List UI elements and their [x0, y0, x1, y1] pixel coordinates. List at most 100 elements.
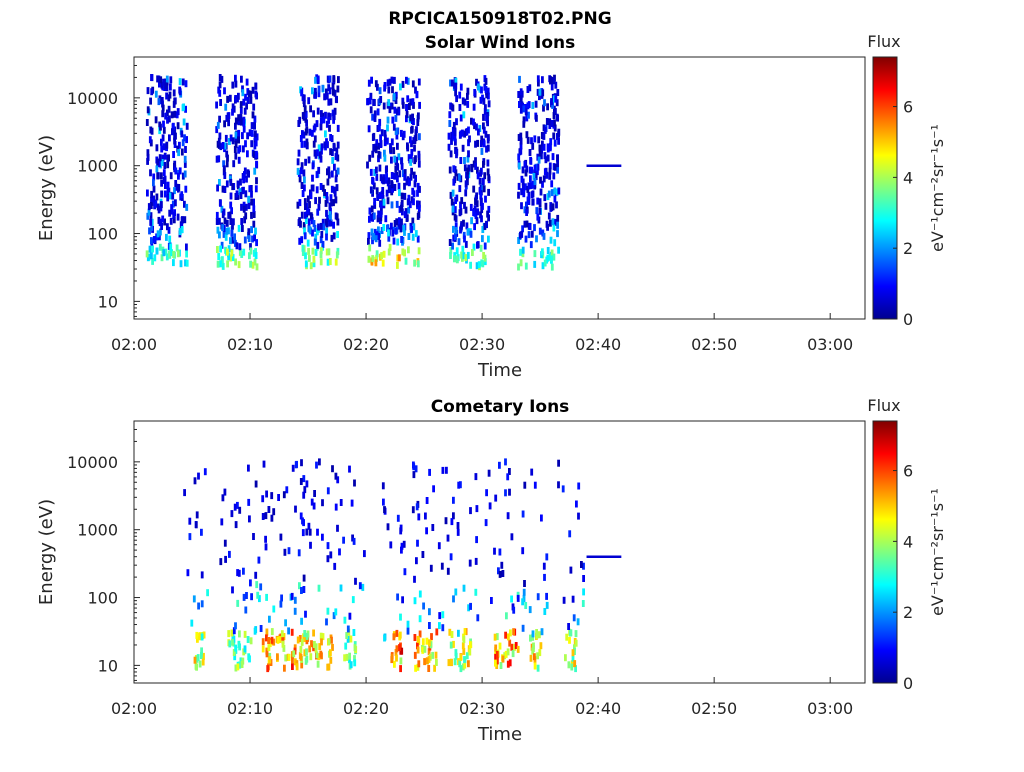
heatmap-cell	[178, 86, 182, 94]
heatmap-cell	[542, 232, 546, 240]
heatmap-cell	[227, 245, 231, 253]
heatmap-cell	[220, 75, 224, 83]
heatmap-cell	[180, 216, 184, 224]
heatmap-cell	[565, 633, 569, 641]
heatmap-cell	[394, 91, 398, 99]
colorbar-units: eV⁻¹cm⁻²sr⁻¹s⁻¹	[928, 488, 947, 616]
heatmap-cell	[319, 236, 323, 244]
heatmap-cell	[287, 627, 290, 635]
heatmap-cell	[244, 212, 248, 220]
heatmap-cell	[429, 564, 433, 572]
heatmap-cell	[538, 198, 542, 206]
heatmap-cell	[545, 171, 549, 179]
heatmap-cell	[410, 140, 413, 148]
heatmap-cell	[325, 120, 329, 128]
heatmap-cell	[219, 558, 223, 566]
heatmap-cell	[309, 105, 312, 113]
heatmap-cell	[326, 258, 330, 266]
heatmap-cell	[345, 653, 349, 661]
heatmap-cell	[393, 660, 396, 668]
heatmap-cell	[538, 631, 541, 639]
heatmap-cell	[530, 182, 533, 190]
heatmap-cell	[159, 123, 162, 131]
heatmap-cell	[549, 138, 553, 146]
heatmap-cell	[336, 524, 339, 532]
heatmap-cell	[177, 172, 180, 180]
heatmap-cell	[476, 172, 480, 180]
heatmap-cell	[553, 195, 557, 203]
heatmap-cell	[533, 135, 537, 143]
heatmap-cell	[250, 211, 253, 219]
heatmap-cell	[222, 230, 226, 238]
heatmap-cell	[220, 518, 224, 526]
heatmap-cell	[556, 230, 559, 238]
heatmap-cell	[333, 562, 337, 570]
heatmap-cell	[295, 663, 299, 671]
heatmap-cell	[222, 168, 226, 176]
heatmap-cell	[411, 98, 415, 106]
heatmap-cell	[327, 248, 331, 256]
heatmap-cell	[193, 656, 197, 664]
heatmap-cell	[334, 258, 338, 266]
heatmap-cell	[183, 170, 187, 178]
heatmap-cell	[194, 662, 198, 670]
heatmap-cell	[183, 160, 187, 168]
heatmap-cell	[193, 477, 197, 485]
heatmap-cell	[471, 249, 474, 256]
heatmap-cell	[548, 253, 552, 261]
heatmap-cell	[481, 202, 484, 210]
heatmap-cell	[474, 473, 478, 481]
heatmap-cell	[327, 112, 330, 120]
heatmap-cell	[538, 88, 542, 96]
heatmap-cell	[312, 140, 316, 148]
heatmap-cell	[373, 197, 376, 205]
heatmap-cell	[162, 120, 165, 128]
heatmap-cell	[467, 126, 470, 134]
heatmap-cell	[400, 129, 403, 137]
heatmap-cell	[201, 658, 205, 666]
heatmap-cell	[468, 559, 472, 567]
heatmap-cell	[402, 224, 406, 232]
heatmap-cell	[177, 184, 181, 191]
heatmap-cell	[517, 153, 521, 161]
heatmap-cell	[519, 137, 523, 145]
heatmap-cell	[225, 227, 229, 235]
heatmap-cell	[557, 481, 560, 489]
heatmap-cell	[217, 141, 221, 149]
heatmap-cell	[319, 632, 323, 640]
heatmap-cell	[382, 198, 386, 206]
heatmap-cell	[330, 135, 334, 143]
heatmap-cell	[371, 214, 374, 222]
heatmap-cell	[402, 540, 406, 548]
heatmap-cell	[330, 170, 334, 178]
heatmap-cell	[395, 162, 399, 170]
heatmap-cell	[450, 131, 454, 139]
heatmap-cell	[280, 594, 283, 602]
heatmap-cell	[474, 557, 478, 565]
heatmap-cell	[254, 139, 258, 147]
heatmap-cell	[387, 177, 391, 185]
heatmap-cell	[543, 152, 547, 160]
heatmap-cell	[332, 199, 335, 207]
heatmap-cell	[218, 74, 222, 81]
heatmap-cell	[172, 122, 175, 130]
heatmap-cell	[411, 217, 415, 225]
heatmap-cell	[461, 245, 465, 253]
heatmap-cell	[550, 180, 554, 188]
heatmap-cell	[261, 495, 265, 503]
heatmap-cell	[150, 74, 154, 82]
heatmap-cell	[215, 101, 218, 109]
heatmap-cell	[267, 637, 270, 644]
heatmap-cell	[304, 211, 307, 219]
heatmap-cell	[466, 87, 470, 95]
heatmap-cell	[386, 137, 389, 145]
heatmap-cell	[432, 485, 435, 493]
panel-cometary-ions: Cometary Ions 02:00 02:10 02:20 02:30 02:40 0…	[36, 396, 947, 745]
heatmap-cell	[380, 129, 384, 137]
heatmap-cell	[250, 122, 254, 130]
heatmap-cell	[329, 148, 332, 156]
heatmap-cell	[379, 210, 383, 218]
heatmap-cell	[320, 143, 324, 151]
heatmap-cell	[313, 224, 317, 232]
heatmap-cell	[220, 256, 224, 264]
